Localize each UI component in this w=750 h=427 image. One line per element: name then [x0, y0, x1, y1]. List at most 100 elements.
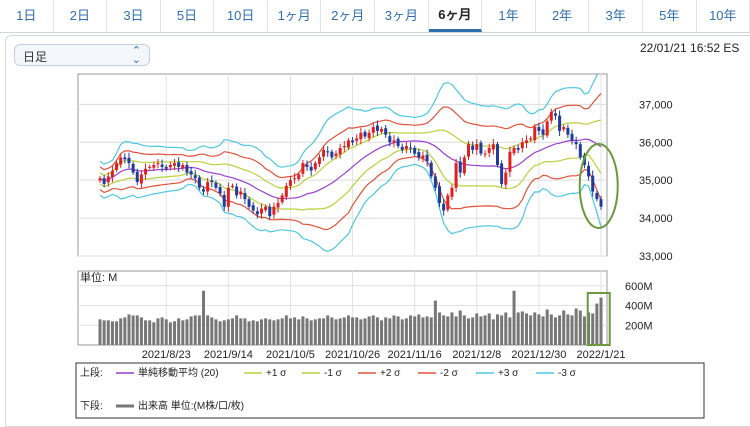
candle-body — [288, 180, 292, 186]
candle-body — [438, 186, 442, 203]
volume-bar — [226, 319, 230, 345]
volume-bar — [371, 315, 375, 345]
volume-bar — [359, 319, 363, 345]
volume-bar — [553, 317, 557, 345]
volume-bar — [173, 321, 177, 345]
candle-body — [483, 153, 487, 155]
volume-bar — [272, 320, 276, 345]
candle-body — [450, 187, 454, 197]
tab-1[interactable]: 2日 — [54, 0, 108, 32]
annotation-rect — [586, 292, 611, 346]
candle-body — [334, 153, 338, 156]
minus-2-sigma-line — [99, 155, 602, 231]
candle-body — [144, 168, 148, 175]
volume-bar — [537, 314, 541, 345]
tab-9[interactable]: 1年 — [482, 0, 536, 32]
candle-body — [181, 165, 185, 169]
tab-6[interactable]: 2ヶ月 — [321, 0, 376, 32]
volume-bar — [164, 319, 168, 345]
volume-bar — [388, 318, 392, 345]
volume-bar — [438, 312, 442, 345]
candle-body — [367, 132, 371, 139]
volume-bar — [326, 315, 330, 345]
candle-body — [591, 175, 595, 192]
tab-12[interactable]: 5年 — [643, 0, 697, 32]
volume-bar — [421, 317, 425, 345]
volume-bar — [135, 315, 139, 345]
volume-bar — [247, 321, 251, 345]
candle-body — [115, 163, 119, 170]
volume-bar — [251, 320, 255, 345]
legend-lower-label: 下段: — [80, 399, 103, 412]
candle-body — [251, 205, 255, 211]
candle-body — [173, 163, 177, 166]
tab-5[interactable]: 1ヶ月 — [268, 0, 322, 32]
candle-body — [259, 208, 263, 214]
tab-10[interactable]: 2年 — [536, 0, 590, 32]
candle-body — [508, 151, 512, 172]
candle-body — [380, 128, 384, 132]
candle-body — [512, 147, 516, 154]
volume-bar — [322, 318, 326, 345]
tab-3[interactable]: 5日 — [161, 0, 215, 32]
volume-bar — [500, 315, 504, 345]
candle-body — [284, 185, 288, 197]
volume-bar — [317, 318, 321, 345]
volume-bar — [504, 312, 508, 345]
volume-bar — [342, 317, 346, 345]
volume-bar — [475, 313, 479, 345]
candle-body — [471, 145, 475, 150]
candle-body — [355, 138, 359, 141]
candle-body — [500, 163, 504, 184]
tab-4[interactable]: 10日 — [214, 0, 268, 32]
candle-body — [123, 157, 127, 160]
candle-body — [520, 142, 524, 149]
tab-11[interactable]: 3年 — [589, 0, 643, 32]
candle-body — [131, 163, 135, 173]
candle-body — [533, 127, 537, 140]
legend-item-label: -2 σ — [440, 368, 459, 379]
volume-bar — [462, 315, 466, 345]
volume-bar — [210, 317, 214, 345]
volume-bar — [433, 300, 437, 345]
price-tick-label: 36,000 — [639, 137, 673, 149]
price-tick-label: 33,000 — [639, 251, 673, 263]
volume-bar — [409, 315, 413, 345]
tab-2[interactable]: 3日 — [107, 0, 161, 32]
legend-item-label: +3 σ — [498, 368, 519, 379]
candle-body — [487, 147, 491, 153]
plus-2-sigma-line — [99, 93, 602, 179]
volume-bar — [458, 310, 462, 345]
candle-body — [558, 115, 562, 131]
volume-bar — [305, 318, 309, 345]
tab-0[interactable]: 1日 — [0, 0, 54, 32]
interval-select[interactable]: 日足 ⌃ ⌄ — [14, 44, 150, 66]
tab-8[interactable]: 6ヶ月 — [428, 0, 483, 32]
candle-body — [574, 141, 578, 145]
volume-bar — [471, 317, 475, 345]
volume-bar — [156, 318, 160, 345]
candle-body — [433, 176, 437, 188]
volume-bar — [293, 317, 297, 345]
candle-body — [168, 165, 172, 168]
candle-body — [119, 157, 123, 165]
candle-body — [388, 136, 392, 143]
candle-body — [541, 129, 545, 135]
volume-tick-label: 200M — [625, 320, 653, 332]
candle-body — [396, 138, 400, 147]
date-tick-label: 2021/11/16 — [388, 349, 442, 361]
candle-body — [152, 165, 156, 168]
volume-bar — [487, 313, 491, 345]
candle-body — [495, 144, 499, 165]
candle-body — [570, 133, 574, 141]
candle-body — [359, 132, 363, 140]
tab-7[interactable]: 3ヶ月 — [375, 0, 429, 32]
legend-item-label: +2 σ — [380, 368, 401, 379]
volume-unit-label: 単位: M — [80, 270, 117, 284]
volume-bar — [148, 320, 152, 345]
candle-body — [214, 182, 218, 188]
volume-bar — [404, 318, 408, 345]
volume-bar — [110, 321, 114, 345]
candle-body — [545, 121, 549, 136]
candle-body — [537, 127, 541, 131]
